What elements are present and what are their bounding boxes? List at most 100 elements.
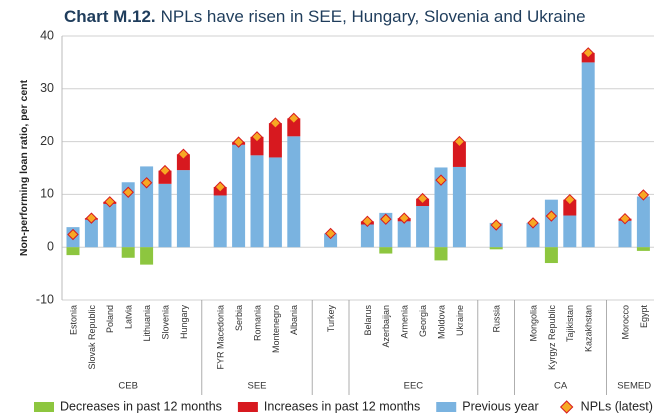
bar-increase — [563, 199, 577, 216]
legend-swatch — [34, 402, 54, 412]
bar-previous — [324, 233, 338, 248]
npl-marker — [582, 47, 594, 59]
legend-label: Decreases in past 12 months — [60, 399, 222, 413]
x-tick-label: Kyrgyz Republic — [547, 305, 557, 371]
npl-marker — [361, 215, 374, 228]
npl-marker — [619, 212, 631, 225]
bar-decrease — [140, 247, 154, 265]
bar-previous — [213, 195, 227, 248]
bar-previous — [489, 222, 503, 248]
npl-marker — [416, 192, 429, 205]
bar-decrease — [636, 247, 650, 251]
bar-decrease — [489, 247, 503, 250]
x-tick-label: Lithuania — [142, 305, 152, 342]
chart-title: Chart M.12. NPLs have risen in SEE, Hunga… — [64, 7, 586, 26]
legend-swatch — [436, 402, 457, 412]
bar-previous — [232, 144, 246, 248]
bar-previous — [103, 203, 117, 248]
x-tick-label: Ukraine — [455, 305, 465, 336]
bar-previous — [618, 220, 632, 248]
y-tick-label: -10 — [36, 292, 54, 306]
x-tick-label: Kazakhstan — [584, 305, 594, 352]
legend-label: NPLs (latest) — [581, 399, 653, 413]
npl-marker — [122, 186, 134, 198]
x-tick-label: Serbia — [234, 305, 244, 331]
npl-marker — [324, 227, 337, 240]
npl-marker — [435, 174, 447, 186]
legend-label: Previous year — [462, 399, 538, 413]
group-label: CA — [554, 381, 568, 392]
npl-marker — [104, 196, 116, 208]
bar-previous — [452, 166, 466, 248]
x-tick-label: Morocco — [620, 305, 630, 340]
npl-marker — [159, 164, 171, 177]
x-tick-label: Moldova — [436, 305, 446, 339]
npl-marker — [140, 177, 153, 189]
chart-label: Chart M.12. — [64, 7, 156, 26]
legend-swatch — [237, 402, 258, 412]
bar-previous — [397, 221, 411, 248]
bar-increase — [452, 141, 466, 167]
x-tick-label: Azerbaijan — [381, 305, 391, 348]
x-tick-label: Hungary — [179, 305, 189, 340]
group-label: SEMED — [617, 381, 651, 392]
x-tick-label: Albania — [289, 305, 299, 335]
bar-previous — [140, 166, 154, 248]
bar-decrease — [544, 247, 558, 264]
x-tick-label: Montenegro — [271, 305, 281, 353]
bar-previous — [360, 224, 374, 248]
bar-decrease — [121, 247, 135, 258]
bar-previous — [268, 157, 282, 248]
npl-marker — [251, 131, 263, 143]
x-tick-label: Belarus — [363, 305, 373, 336]
bar-decrease — [66, 247, 80, 256]
bar-previous — [526, 222, 540, 248]
bar-previous — [581, 62, 595, 248]
npl-marker — [453, 135, 466, 148]
bar-increase — [250, 136, 264, 156]
bar-previous — [636, 196, 650, 248]
npl-marker — [232, 136, 245, 148]
x-tick-label: Romania — [252, 305, 262, 341]
bar-previous — [84, 219, 98, 248]
npl-marker — [177, 148, 190, 160]
x-tick-label: Poland — [105, 305, 115, 333]
bar-decrease — [379, 247, 393, 254]
x-tick-label: FYR Macedonia — [216, 305, 226, 370]
x-tick-label: Armenia — [400, 305, 410, 339]
bar-previous — [250, 155, 264, 248]
bar-previous — [176, 170, 190, 248]
bar-previous — [287, 136, 301, 248]
group-label: SEE — [247, 381, 266, 392]
title-text: NPLs have risen in SEE, Hungary, Sloveni… — [161, 7, 586, 26]
x-tick-label: Mongolia — [528, 305, 538, 342]
npl-marker — [269, 117, 282, 129]
x-tick-label: Slovak Republic — [87, 305, 97, 370]
npl-marker — [527, 217, 539, 229]
y-tick-label: 40 — [40, 28, 54, 42]
group-label: EEC — [404, 381, 424, 392]
npl-marker — [288, 112, 300, 125]
npl-marker — [564, 193, 576, 206]
bar-previous — [121, 182, 135, 248]
legend-swatch — [559, 400, 574, 414]
bar-increase — [268, 123, 282, 158]
bar-previous — [544, 199, 558, 248]
legend-label: Increases in past 12 months — [264, 399, 420, 413]
x-tick-label: Georgia — [418, 305, 428, 337]
npl-marker — [85, 212, 98, 224]
npl-marker — [380, 213, 392, 225]
y-tick-label: 0 — [47, 239, 54, 253]
npl-marker — [67, 228, 79, 241]
x-tick-label: Estonia — [68, 305, 78, 335]
x-tick-label: Russia — [492, 305, 502, 333]
bar-previous — [416, 206, 430, 248]
y-tick-label: 30 — [40, 81, 54, 95]
npl-marker — [545, 210, 558, 222]
bar-decrease — [434, 247, 448, 261]
y-axis-label: Non-performing loan ratio, per cent — [18, 79, 30, 256]
x-tick-label: Slovenia — [160, 305, 170, 340]
npl-marker — [398, 212, 410, 224]
y-tick-label: 10 — [40, 187, 54, 201]
